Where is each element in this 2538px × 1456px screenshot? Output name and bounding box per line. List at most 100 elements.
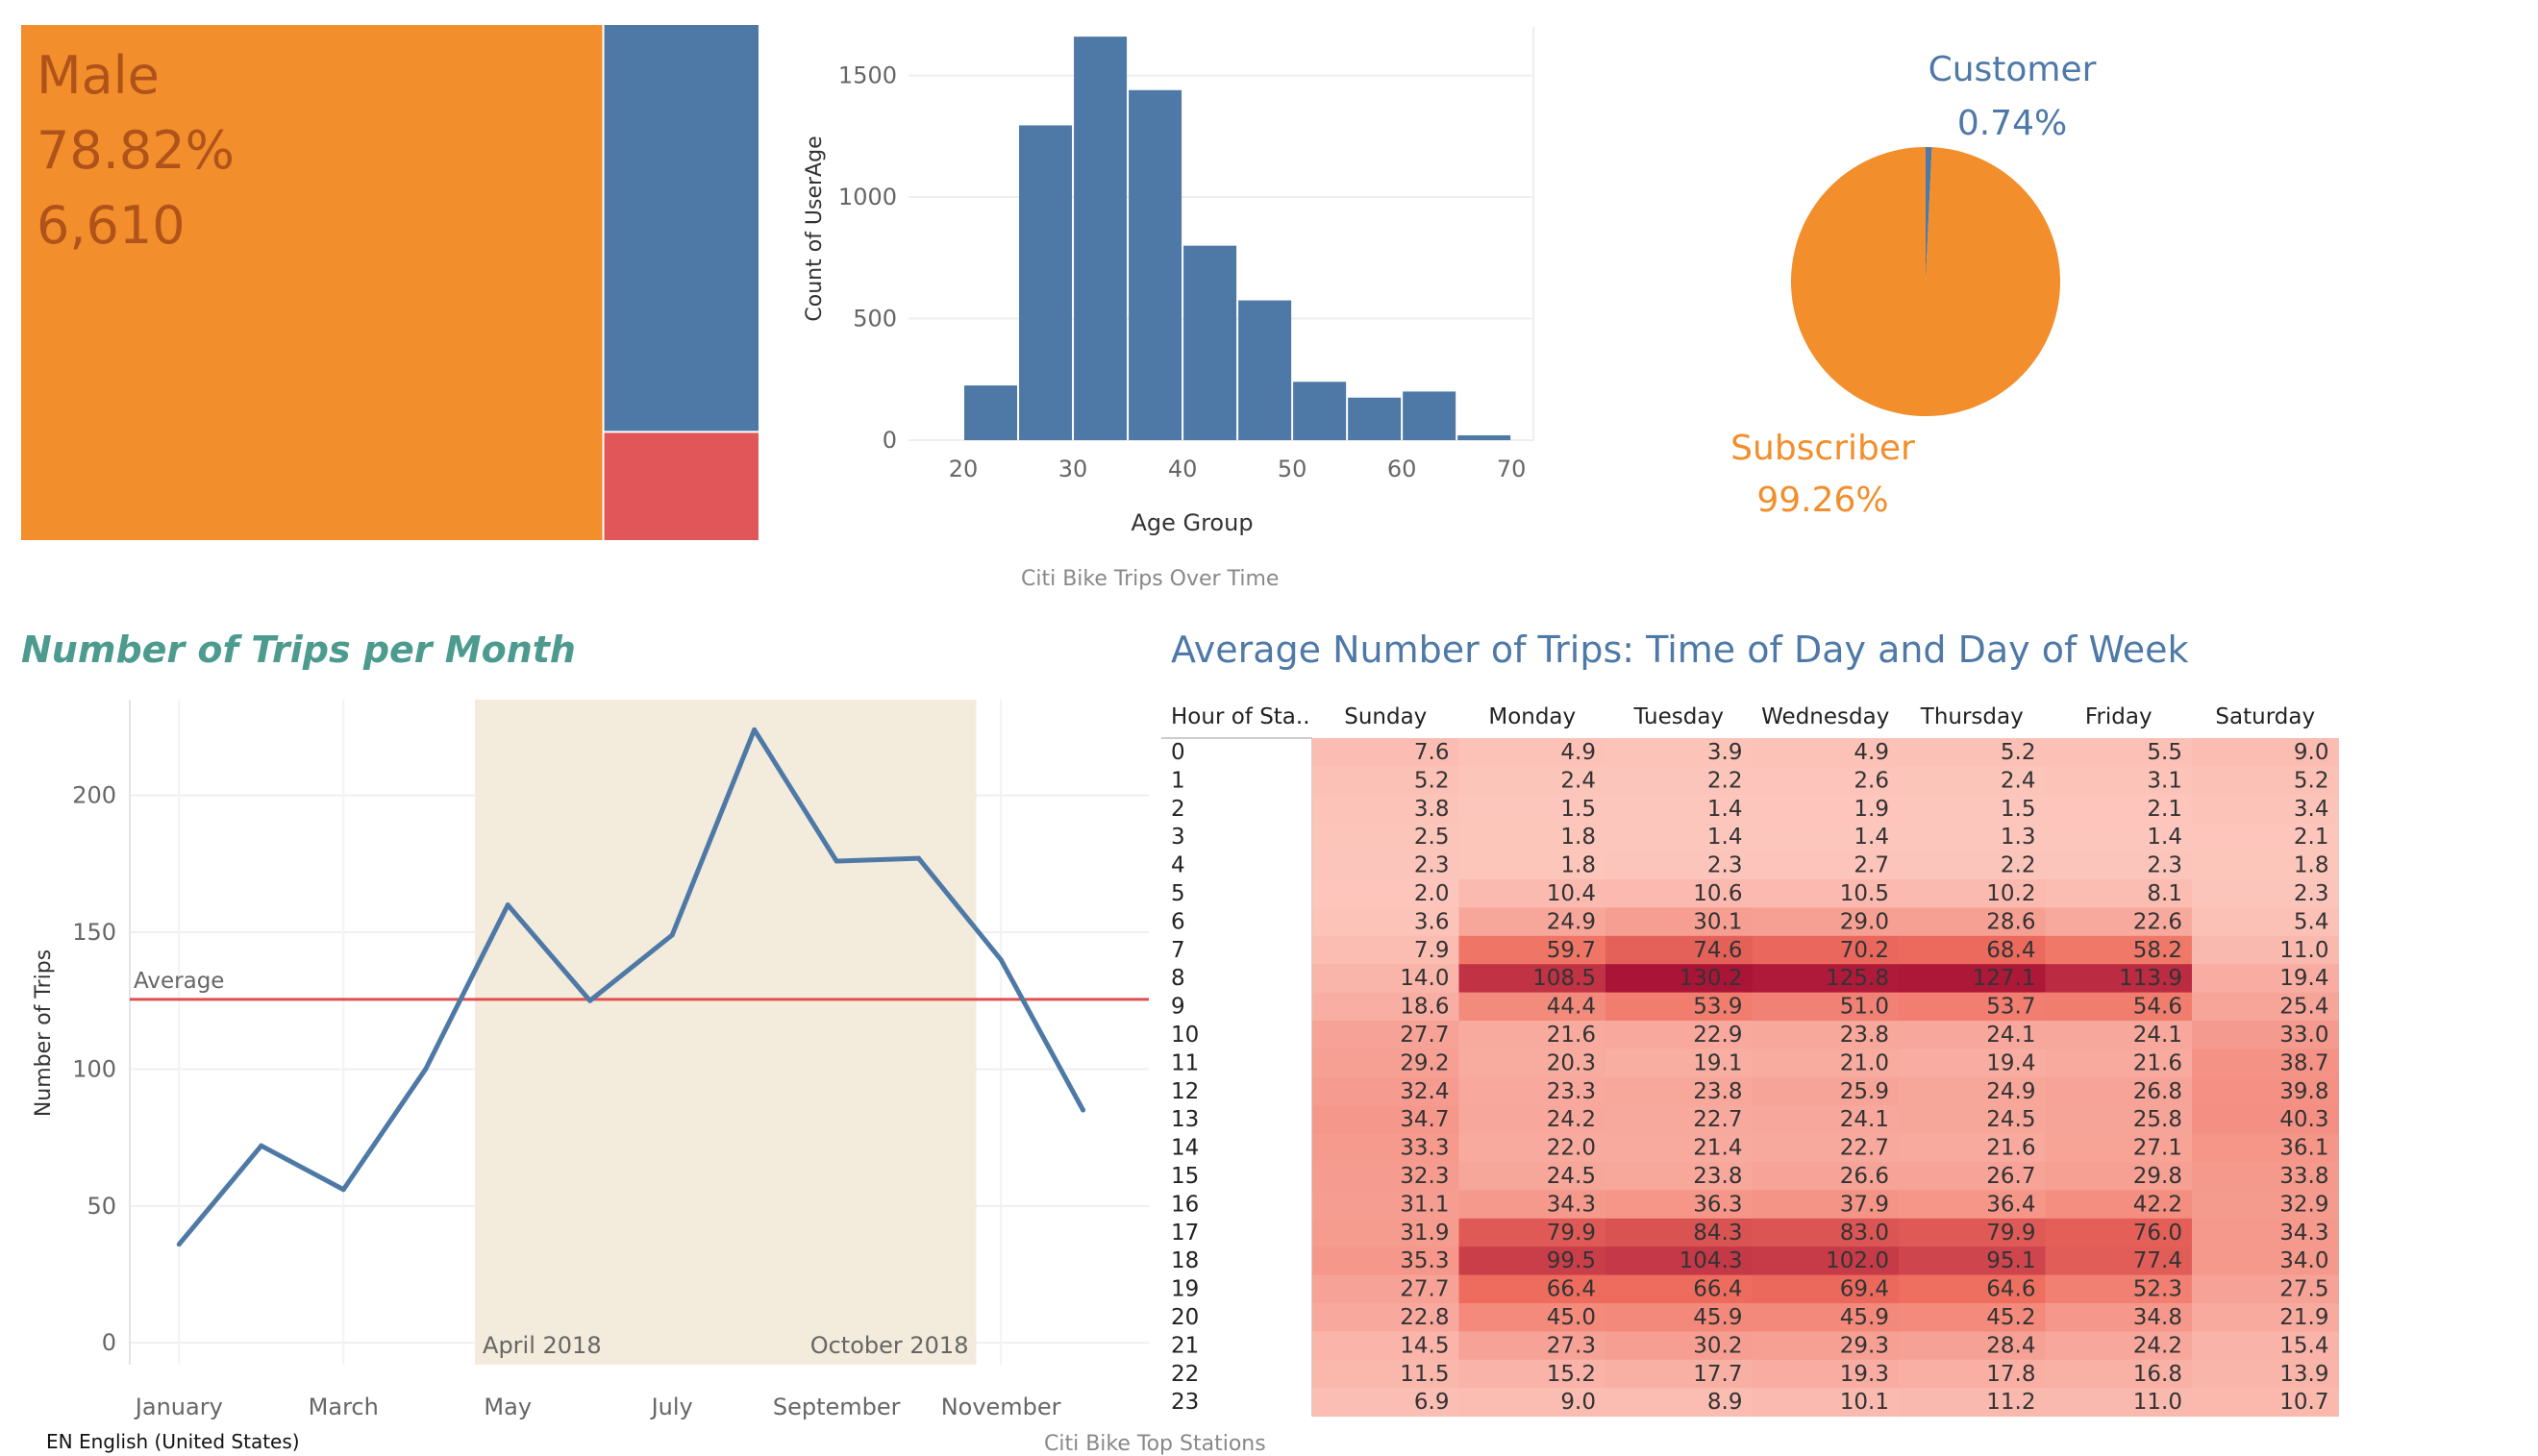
hist-bar (1403, 391, 1456, 440)
heatmap-cell (1312, 794, 1459, 824)
pie-label-customer-pct: 0.74% (1957, 104, 2067, 143)
heatmap-cell (2192, 1359, 2339, 1389)
heatmap-cell (1605, 1021, 1753, 1049)
heatmap-cell (1312, 1359, 1459, 1389)
heatmap-cell (2045, 907, 2193, 937)
heatmap-cell (1458, 1162, 1606, 1191)
heatmap-row-label: 8 (1171, 966, 1185, 991)
trips-data-point (587, 998, 593, 1003)
heatmap-cell (2045, 1076, 2193, 1106)
heatmap-cell-value: 10.7 (2279, 1390, 2328, 1415)
heatmap-cell (1458, 964, 1606, 994)
heatmap-cell-value: 32.9 (2279, 1192, 2328, 1217)
heatmap-cell-value: 36.4 (1986, 1192, 2035, 1217)
heatmap-cell-value: 66.4 (1693, 1277, 1742, 1302)
heatmap-cell (2192, 1076, 2339, 1106)
heatmap-cell-value: 22.7 (1693, 1107, 1742, 1132)
heatmap-cell-value: 77.4 (2133, 1248, 2182, 1273)
heatmap-column-header: Monday (1488, 704, 1576, 729)
heatmap-cell (1752, 1359, 1900, 1389)
heatmap-cell (2192, 1190, 2339, 1220)
heatmap-cell (1312, 1049, 1459, 1078)
heatmap-cell-value: 11.2 (1986, 1390, 2035, 1415)
heatmap-cell-value: 23.3 (1547, 1079, 1596, 1104)
heatmap-cell (1312, 766, 1459, 796)
heatmap-cell-value: 1.9 (1854, 797, 1889, 822)
heatmap-cell-value: 14.0 (1400, 966, 1449, 991)
heatmap-cell-value: 34.7 (1400, 1107, 1449, 1132)
heatmap-cell (1752, 1076, 1900, 1106)
heatmap-cell (2045, 964, 2193, 994)
hist-x-tick-label: 50 (1278, 456, 1307, 482)
heatmap-cell (1899, 766, 2046, 796)
heatmap-cell (1899, 1331, 2046, 1361)
heatmap-cell (2192, 1105, 2339, 1135)
heatmap-cell (2045, 879, 2193, 908)
heatmap-cell-value: 8.9 (1707, 1390, 1743, 1415)
heatmap-cell (1605, 1331, 1753, 1361)
heatmap-cell-value: 53.9 (1693, 995, 1742, 1020)
highlight-band (475, 700, 977, 1365)
heatmap-cell (1899, 851, 2046, 880)
heatmap-cell (1312, 1303, 1459, 1332)
heatmap-cell-value: 70.2 (1840, 938, 1889, 963)
heatmap-cell (1605, 851, 1753, 880)
heatmap-cell (1605, 964, 1753, 994)
heatmap-cell (1458, 1049, 1606, 1078)
heatmap-cell-value: 3.6 (1414, 909, 1450, 934)
heatmap-cell-value: 1.5 (2001, 797, 2036, 822)
heatmap-cell-value: 17.8 (1986, 1362, 2035, 1387)
heatmap-cell (1458, 1331, 1606, 1361)
heatmap-cell (2045, 1162, 2193, 1191)
heatmap-cell-value: 58.2 (2133, 938, 2182, 963)
heatmap-cell-value: 5.2 (2001, 740, 2036, 765)
average-label: Average (134, 969, 224, 994)
heatmap-cell (1752, 1021, 1900, 1049)
heatmap-cell-value: 24.2 (1547, 1107, 1596, 1132)
line-y-tick-label: 200 (72, 782, 116, 809)
heatmap-cell (1605, 1105, 1753, 1135)
heatmap-cell-value: 24.5 (1986, 1107, 2035, 1132)
heatmap-cell (2045, 992, 2193, 1022)
heatmap-cell-value: 44.4 (1547, 995, 1596, 1020)
heatmap-cell (2192, 992, 2339, 1022)
hist-x-tick-label: 20 (949, 456, 979, 482)
heatmap-cell (1899, 964, 2046, 994)
line-y-tick-label: 50 (87, 1193, 116, 1220)
heatmap-cell (1899, 1359, 2046, 1389)
heatmap-cell (2045, 1303, 2193, 1332)
heatmap-cell-value: 32.3 (1400, 1164, 1449, 1189)
heatmap-cell (1752, 1388, 1900, 1418)
line-y-axis-label: Number of Trips (32, 950, 56, 1117)
heatmap-cell-value: 21.4 (1693, 1136, 1742, 1161)
heatmap-cell (1752, 1303, 1900, 1332)
heatmap-cell-value: 28.4 (1986, 1333, 2035, 1358)
heatmap-cell-value: 37.9 (1840, 1192, 1889, 1217)
heatmap-cell-value: 10.5 (1840, 881, 1889, 906)
heatmap-row-label: 3 (1171, 825, 1185, 850)
heatmap-cell-value: 34.3 (1547, 1192, 1596, 1217)
heatmap-row-label: 14 (1171, 1136, 1199, 1161)
heatmap-cell (1458, 851, 1606, 880)
heatmap-cell (1752, 1105, 1900, 1135)
heatmap-cell-value: 27.1 (2133, 1136, 2182, 1161)
heatmap-cell (2192, 1162, 2339, 1191)
heatmap-cell (1752, 1190, 1900, 1220)
heatmap-cell (1899, 992, 2046, 1022)
heatmap-title: Average Number of Trips: Time of Day and… (1171, 629, 2189, 671)
heatmap-cell (1312, 1162, 1459, 1191)
heatmap-cell-value: 25.9 (1840, 1079, 1889, 1104)
heatmap-cell (1312, 1388, 1459, 1418)
heatmap-cell-value: 27.7 (1400, 1023, 1449, 1048)
heatmap-cell (1605, 766, 1753, 796)
heatmap-cell (2045, 823, 2193, 852)
heatmap-cell-value: 19.4 (2279, 966, 2328, 991)
heatmap-row-label: 17 (1171, 1221, 1199, 1246)
heatmap-cell (1605, 1246, 1753, 1276)
heatmap-cell (1605, 794, 1753, 824)
heatmap-cell (1899, 1162, 2046, 1191)
heatmap-cell-value: 23.8 (1840, 1023, 1889, 1048)
language-indicator[interactable]: EN English (United States) (46, 1430, 300, 1453)
heatmap-cell-value: 2.3 (2294, 881, 2329, 906)
heatmap-cell (1752, 1218, 1900, 1247)
